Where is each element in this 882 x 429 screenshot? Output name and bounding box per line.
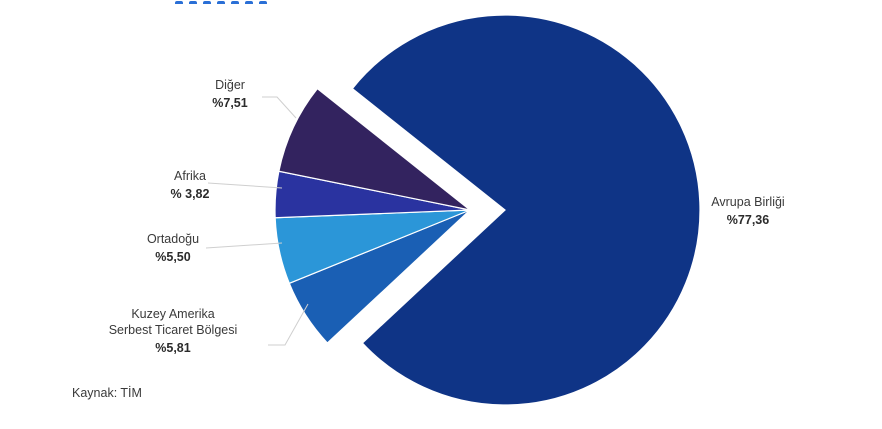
pie-slice-avrupa-birligi (351, 14, 701, 406)
slice-value-diger: %7,51 (212, 96, 247, 110)
pie-slice-diger (278, 87, 471, 211)
slice-label-afrika: Afrika (174, 169, 206, 183)
source-note: Kaynak: TİM (72, 386, 142, 400)
slice-value-afrika: % 3,82 (171, 187, 210, 201)
slice-label-avrupa-birligi: Avrupa Birliği (711, 195, 784, 209)
leader-line-afrika (207, 182, 283, 189)
slice-value-avrupa-birligi: %77,36 (727, 213, 769, 227)
slice-label-diger: Diğer (215, 78, 245, 92)
slice-value-kuzey-amerika-serbest-ticaret-bolgesi: %5,81 (155, 341, 190, 355)
slice-label-ortadogu: Ortadoğu (147, 232, 199, 246)
slice-value-ortadogu: %5,50 (155, 250, 190, 264)
leader-line-kuzey-amerika-serbest-ticaret-bolgesi (268, 303, 309, 346)
leader-line-diger (262, 96, 297, 119)
slice-label-kuzey-amerika-serbest-ticaret-bolgesi-line-2: Serbest Ticaret Bölgesi (109, 323, 238, 337)
leader-line-ortadogu (205, 242, 283, 249)
cropped-title-fragment (175, 0, 305, 4)
slice-label-kuzey-amerika-serbest-ticaret-bolgesi-line-1: Kuzey Amerika (131, 307, 214, 321)
